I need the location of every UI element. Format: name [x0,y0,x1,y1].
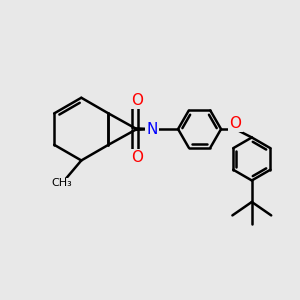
Text: O: O [131,150,143,165]
Text: N: N [146,122,158,136]
Text: O: O [230,116,242,130]
Text: CH₃: CH₃ [52,178,72,188]
Text: O: O [131,93,143,108]
